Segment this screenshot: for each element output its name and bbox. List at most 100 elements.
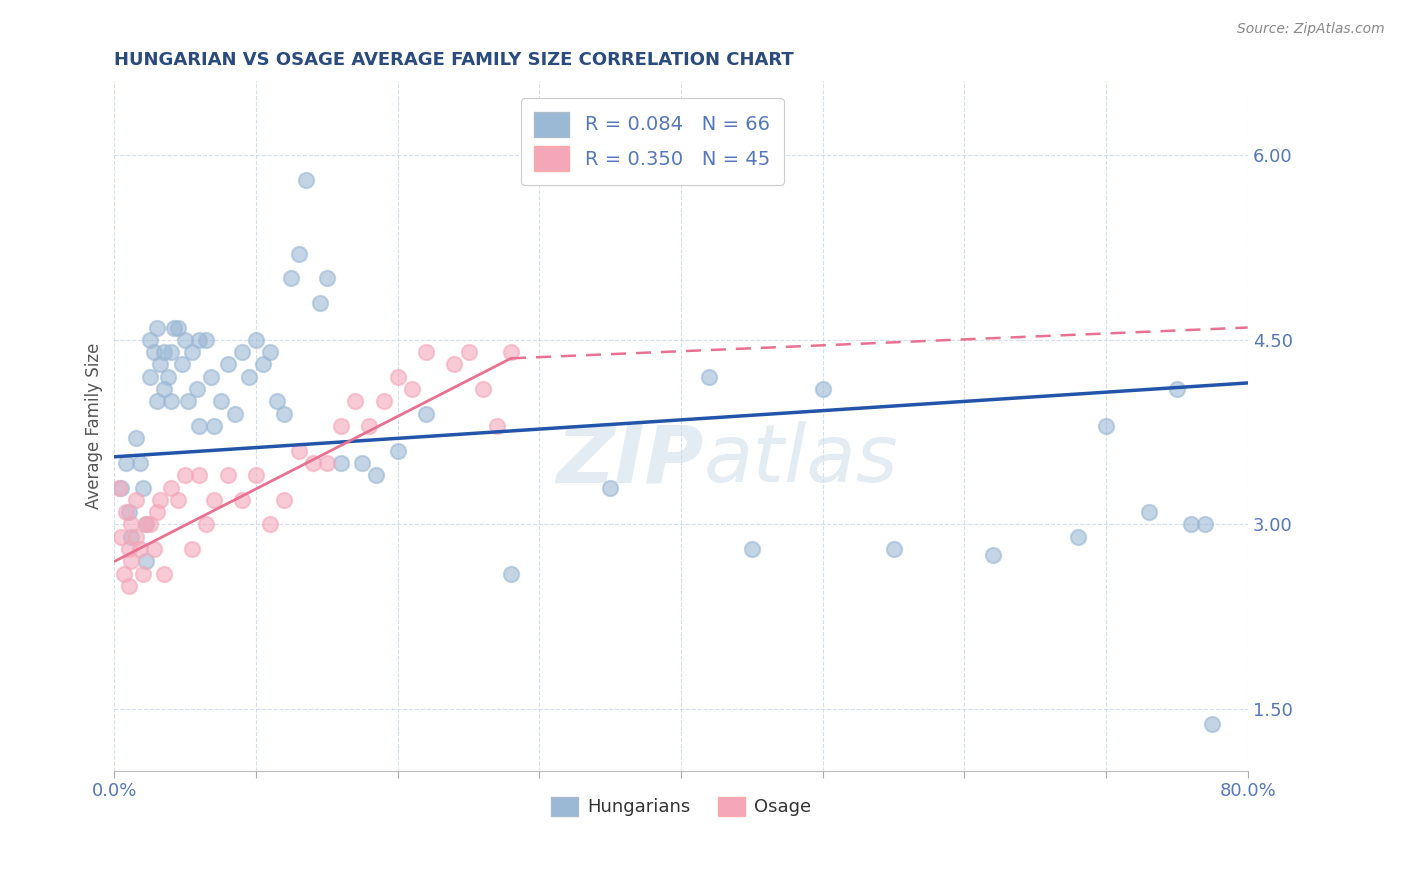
Point	[143, 345, 166, 359]
Point	[177, 394, 200, 409]
Point	[202, 492, 225, 507]
Point	[143, 542, 166, 557]
Point	[259, 345, 281, 359]
Point	[415, 407, 437, 421]
Point	[188, 333, 211, 347]
Point	[107, 481, 129, 495]
Point	[181, 542, 204, 557]
Point	[366, 468, 388, 483]
Point	[294, 173, 316, 187]
Legend: Hungarians, Osage: Hungarians, Osage	[544, 790, 818, 823]
Point	[146, 320, 169, 334]
Point	[1194, 517, 1216, 532]
Point	[157, 369, 180, 384]
Text: ZIP: ZIP	[557, 422, 704, 500]
Point	[401, 382, 423, 396]
Point	[132, 481, 155, 495]
Point	[195, 333, 218, 347]
Point	[415, 345, 437, 359]
Point	[135, 554, 157, 568]
Y-axis label: Average Family Size: Average Family Size	[86, 343, 103, 509]
Point	[981, 549, 1004, 563]
Point	[883, 542, 905, 557]
Point	[146, 505, 169, 519]
Point	[245, 468, 267, 483]
Point	[167, 320, 190, 334]
Point	[373, 394, 395, 409]
Point	[129, 542, 152, 557]
Point	[287, 443, 309, 458]
Point	[181, 345, 204, 359]
Point	[110, 530, 132, 544]
Point	[1201, 717, 1223, 731]
Point	[202, 419, 225, 434]
Point	[114, 456, 136, 470]
Point	[112, 566, 135, 581]
Point	[135, 517, 157, 532]
Point	[188, 468, 211, 483]
Point	[359, 419, 381, 434]
Point	[471, 382, 494, 396]
Point	[259, 517, 281, 532]
Point	[330, 456, 353, 470]
Point	[117, 579, 139, 593]
Point	[217, 358, 239, 372]
Point	[153, 345, 176, 359]
Point	[485, 419, 508, 434]
Point	[124, 530, 146, 544]
Point	[163, 320, 186, 334]
Point	[231, 492, 253, 507]
Point	[124, 431, 146, 445]
Point	[238, 369, 260, 384]
Point	[344, 394, 367, 409]
Point	[132, 566, 155, 581]
Point	[146, 394, 169, 409]
Point	[352, 456, 374, 470]
Point	[160, 481, 183, 495]
Point	[224, 407, 246, 421]
Point	[443, 358, 465, 372]
Point	[110, 481, 132, 495]
Point	[266, 394, 288, 409]
Point	[316, 271, 339, 285]
Point	[699, 369, 721, 384]
Point	[195, 517, 218, 532]
Point	[457, 345, 479, 359]
Point	[499, 345, 522, 359]
Point	[499, 566, 522, 581]
Point	[209, 394, 232, 409]
Point	[330, 419, 353, 434]
Point	[1166, 382, 1188, 396]
Point	[231, 345, 253, 359]
Point	[120, 554, 142, 568]
Point	[167, 492, 190, 507]
Point	[188, 419, 211, 434]
Point	[599, 481, 621, 495]
Text: Source: ZipAtlas.com: Source: ZipAtlas.com	[1237, 22, 1385, 37]
Point	[149, 358, 172, 372]
Point	[252, 358, 274, 372]
Point	[308, 296, 330, 310]
Text: atlas: atlas	[704, 422, 898, 500]
Point	[1095, 419, 1118, 434]
Point	[273, 407, 295, 421]
Point	[186, 382, 208, 396]
Point	[124, 492, 146, 507]
Point	[153, 566, 176, 581]
Point	[120, 517, 142, 532]
Point	[811, 382, 834, 396]
Point	[172, 358, 194, 372]
Point	[387, 443, 409, 458]
Point	[1067, 530, 1090, 544]
Point	[287, 246, 309, 260]
Point	[139, 369, 162, 384]
Point	[273, 492, 295, 507]
Point	[139, 517, 162, 532]
Point	[114, 505, 136, 519]
Point	[174, 468, 197, 483]
Point	[1137, 505, 1160, 519]
Point	[129, 456, 152, 470]
Point	[174, 333, 197, 347]
Point	[387, 369, 409, 384]
Point	[160, 345, 183, 359]
